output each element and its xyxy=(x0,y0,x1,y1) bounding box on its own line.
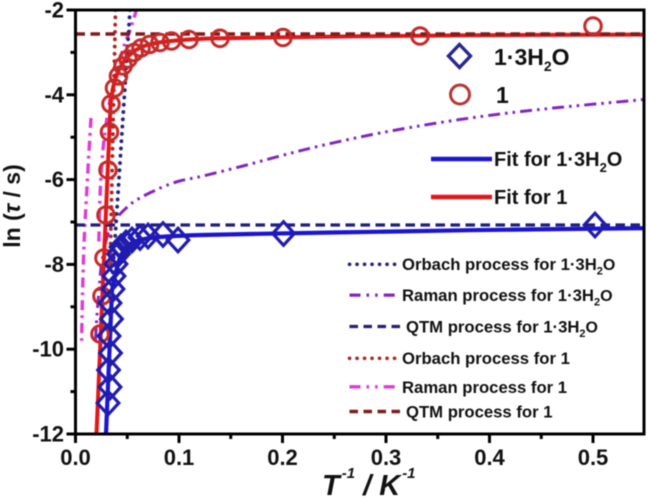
svg-text:-8: -8 xyxy=(44,252,64,277)
svg-text:Raman process for 1·3H2O: Raman process for 1·3H2O xyxy=(402,286,613,309)
svg-text:-10: -10 xyxy=(32,337,64,362)
svg-text:1·3H2O: 1·3H2O xyxy=(494,44,570,74)
svg-text:Fit for 1·3H2O: Fit for 1·3H2O xyxy=(494,149,622,175)
svg-text:0.4: 0.4 xyxy=(474,445,505,470)
svg-text:Fit for 1: Fit for 1 xyxy=(494,187,567,209)
svg-text:-6: -6 xyxy=(44,167,64,192)
svg-text:1: 1 xyxy=(496,82,509,108)
svg-text:-4: -4 xyxy=(44,82,64,107)
svg-text:Orbach process for 1·3H2O: Orbach process for 1·3H2O xyxy=(402,255,615,278)
svg-text:QTM process for 1: QTM process for 1 xyxy=(406,403,553,422)
svg-text:ln (τ / s): ln (τ / s) xyxy=(0,164,25,248)
svg-text:0.3: 0.3 xyxy=(371,445,402,470)
svg-text:T-1 / K-1: T -1 / K -1 xyxy=(322,465,416,502)
svg-text:-2: -2 xyxy=(44,0,64,23)
svg-text:0.5: 0.5 xyxy=(578,445,609,470)
svg-text:Orbach process for 1: Orbach process for 1 xyxy=(402,349,570,368)
svg-text:Raman process for 1: Raman process for 1 xyxy=(402,378,567,397)
svg-text:0.2: 0.2 xyxy=(267,445,298,470)
svg-text:0.0: 0.0 xyxy=(60,445,91,470)
svg-text:QTM process for 1·3H2O: QTM process for 1·3H2O xyxy=(406,318,598,341)
svg-text:-12: -12 xyxy=(32,422,64,447)
svg-text:0.1: 0.1 xyxy=(164,445,195,470)
